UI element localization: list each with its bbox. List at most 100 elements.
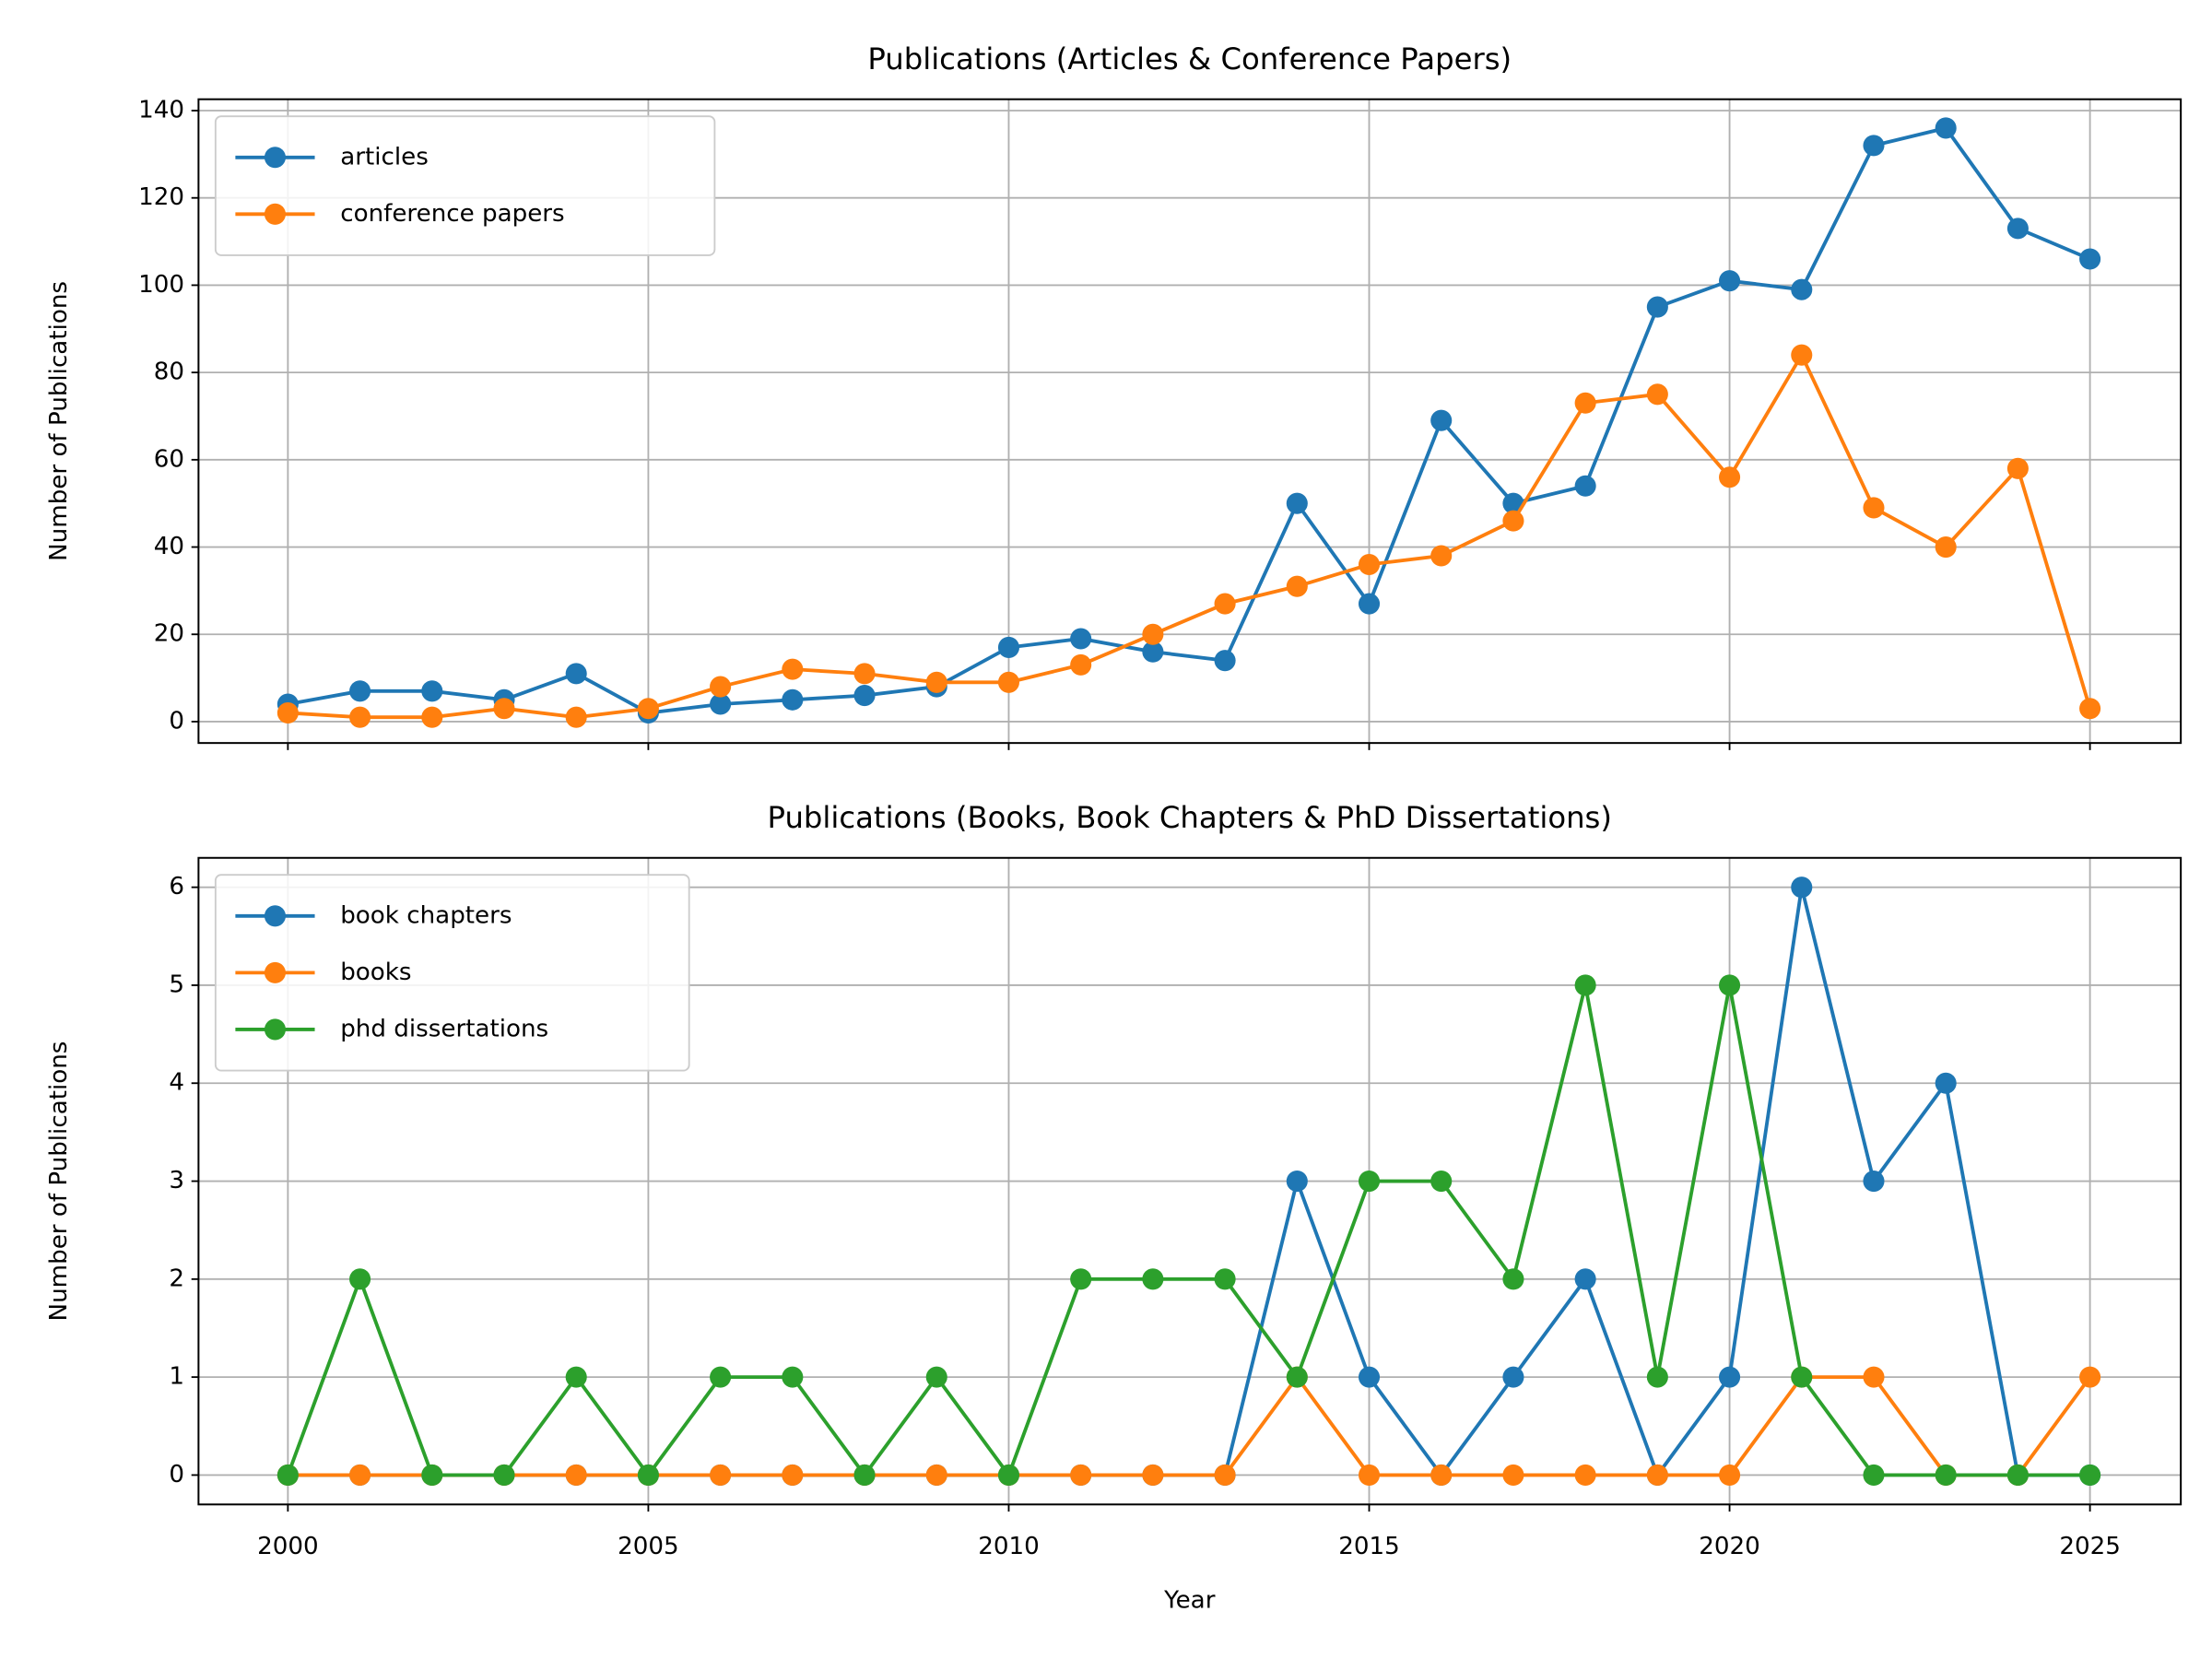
marker — [710, 1366, 732, 1388]
y-tick-label: 4 — [169, 1069, 184, 1097]
marker — [1791, 1366, 1813, 1388]
marker — [276, 701, 299, 724]
y-tick-label: 20 — [154, 620, 184, 648]
y-tick-label: 0 — [169, 1461, 184, 1488]
marker — [1214, 650, 1236, 672]
marker — [925, 1366, 947, 1388]
marker — [1863, 1464, 1885, 1486]
y-axis-label: Number of Publications — [45, 1041, 73, 1322]
marker — [565, 1464, 587, 1486]
marker — [1935, 117, 1957, 139]
marker — [1214, 1464, 1236, 1486]
marker — [2006, 218, 2029, 240]
marker — [1646, 296, 1668, 318]
marker — [1430, 1171, 1453, 1193]
marker — [1502, 492, 1524, 514]
legend-marker — [264, 905, 286, 927]
legend-marker — [264, 147, 286, 169]
marker — [1863, 1366, 1885, 1388]
series-line — [288, 1373, 2092, 1477]
marker — [1070, 1464, 1092, 1486]
marker — [1358, 553, 1381, 576]
marker — [349, 706, 371, 728]
marker — [1070, 653, 1092, 676]
marker — [1719, 1366, 1741, 1388]
y-tick-label: 1 — [169, 1363, 184, 1391]
marker — [1863, 1171, 1885, 1193]
y-tick-label: 40 — [154, 533, 184, 560]
legend-marker — [264, 203, 286, 225]
marker — [1719, 466, 1741, 488]
marker — [853, 1464, 876, 1486]
marker — [1863, 497, 1885, 519]
legend-label: phd dissertations — [340, 1015, 548, 1042]
legend-label: books — [340, 959, 411, 986]
marker — [1935, 1464, 1957, 1486]
x-tick-label: 2000 — [257, 1533, 319, 1560]
y-tick-label: 140 — [138, 97, 184, 124]
marker — [782, 1464, 804, 1486]
x-tick-label: 2025 — [2059, 1533, 2121, 1560]
marker — [493, 1464, 515, 1486]
marker — [1935, 535, 1957, 559]
marker — [421, 706, 443, 728]
y-tick-label: 6 — [169, 873, 184, 900]
marker — [1791, 278, 1813, 300]
y-axis-label: Number of Publications — [45, 281, 73, 561]
marker — [1646, 383, 1668, 406]
marker — [710, 676, 732, 698]
y-tick-label: 60 — [154, 445, 184, 473]
legend-marker — [264, 961, 286, 983]
legend-frame — [214, 115, 716, 256]
marker — [565, 706, 587, 728]
marker — [997, 671, 1020, 693]
marker — [1286, 1366, 1308, 1388]
marker — [349, 1464, 371, 1486]
y-tick-label: 120 — [138, 183, 184, 211]
marker — [997, 636, 1020, 658]
x-tick-label: 2015 — [1338, 1533, 1400, 1560]
legend-label: conference papers — [340, 200, 564, 228]
marker — [1430, 545, 1453, 567]
marker — [1502, 1366, 1524, 1388]
marker — [1719, 1464, 1741, 1486]
marker — [997, 1464, 1020, 1486]
marker — [2079, 1366, 2101, 1388]
marker — [782, 688, 804, 711]
marker — [493, 698, 515, 720]
y-tick-label: 2 — [169, 1265, 184, 1292]
marker — [1791, 877, 1813, 899]
marker — [637, 1464, 659, 1486]
marker — [2079, 698, 2101, 720]
marker — [1574, 1464, 1596, 1486]
marker — [1574, 475, 1596, 497]
marker — [1430, 409, 1453, 431]
marker — [1791, 344, 1813, 366]
marker — [925, 1464, 947, 1486]
marker — [853, 685, 876, 707]
marker — [2079, 248, 2101, 270]
marker — [1070, 628, 1092, 650]
series-line — [288, 351, 2092, 720]
marker — [1142, 623, 1164, 645]
y-tick-label: 100 — [138, 271, 184, 299]
marker — [1719, 974, 1741, 996]
legend-label: book chapters — [340, 901, 512, 929]
marker — [1502, 1268, 1524, 1290]
y-tick-label: 5 — [169, 971, 184, 998]
marker — [1214, 1268, 1236, 1290]
marker — [421, 1464, 443, 1486]
marker — [2006, 457, 2029, 479]
x-axis-label: Year — [1163, 1586, 1216, 1614]
marker — [565, 663, 587, 685]
marker — [1863, 135, 1885, 157]
marker — [1070, 1268, 1092, 1290]
plot-frame — [197, 856, 2183, 1506]
marker — [637, 698, 659, 720]
legend-marker — [264, 1018, 286, 1041]
marker — [782, 658, 804, 680]
marker — [1358, 1366, 1381, 1388]
x-tick-label: 2010 — [978, 1533, 1040, 1560]
marker — [1358, 1464, 1381, 1486]
